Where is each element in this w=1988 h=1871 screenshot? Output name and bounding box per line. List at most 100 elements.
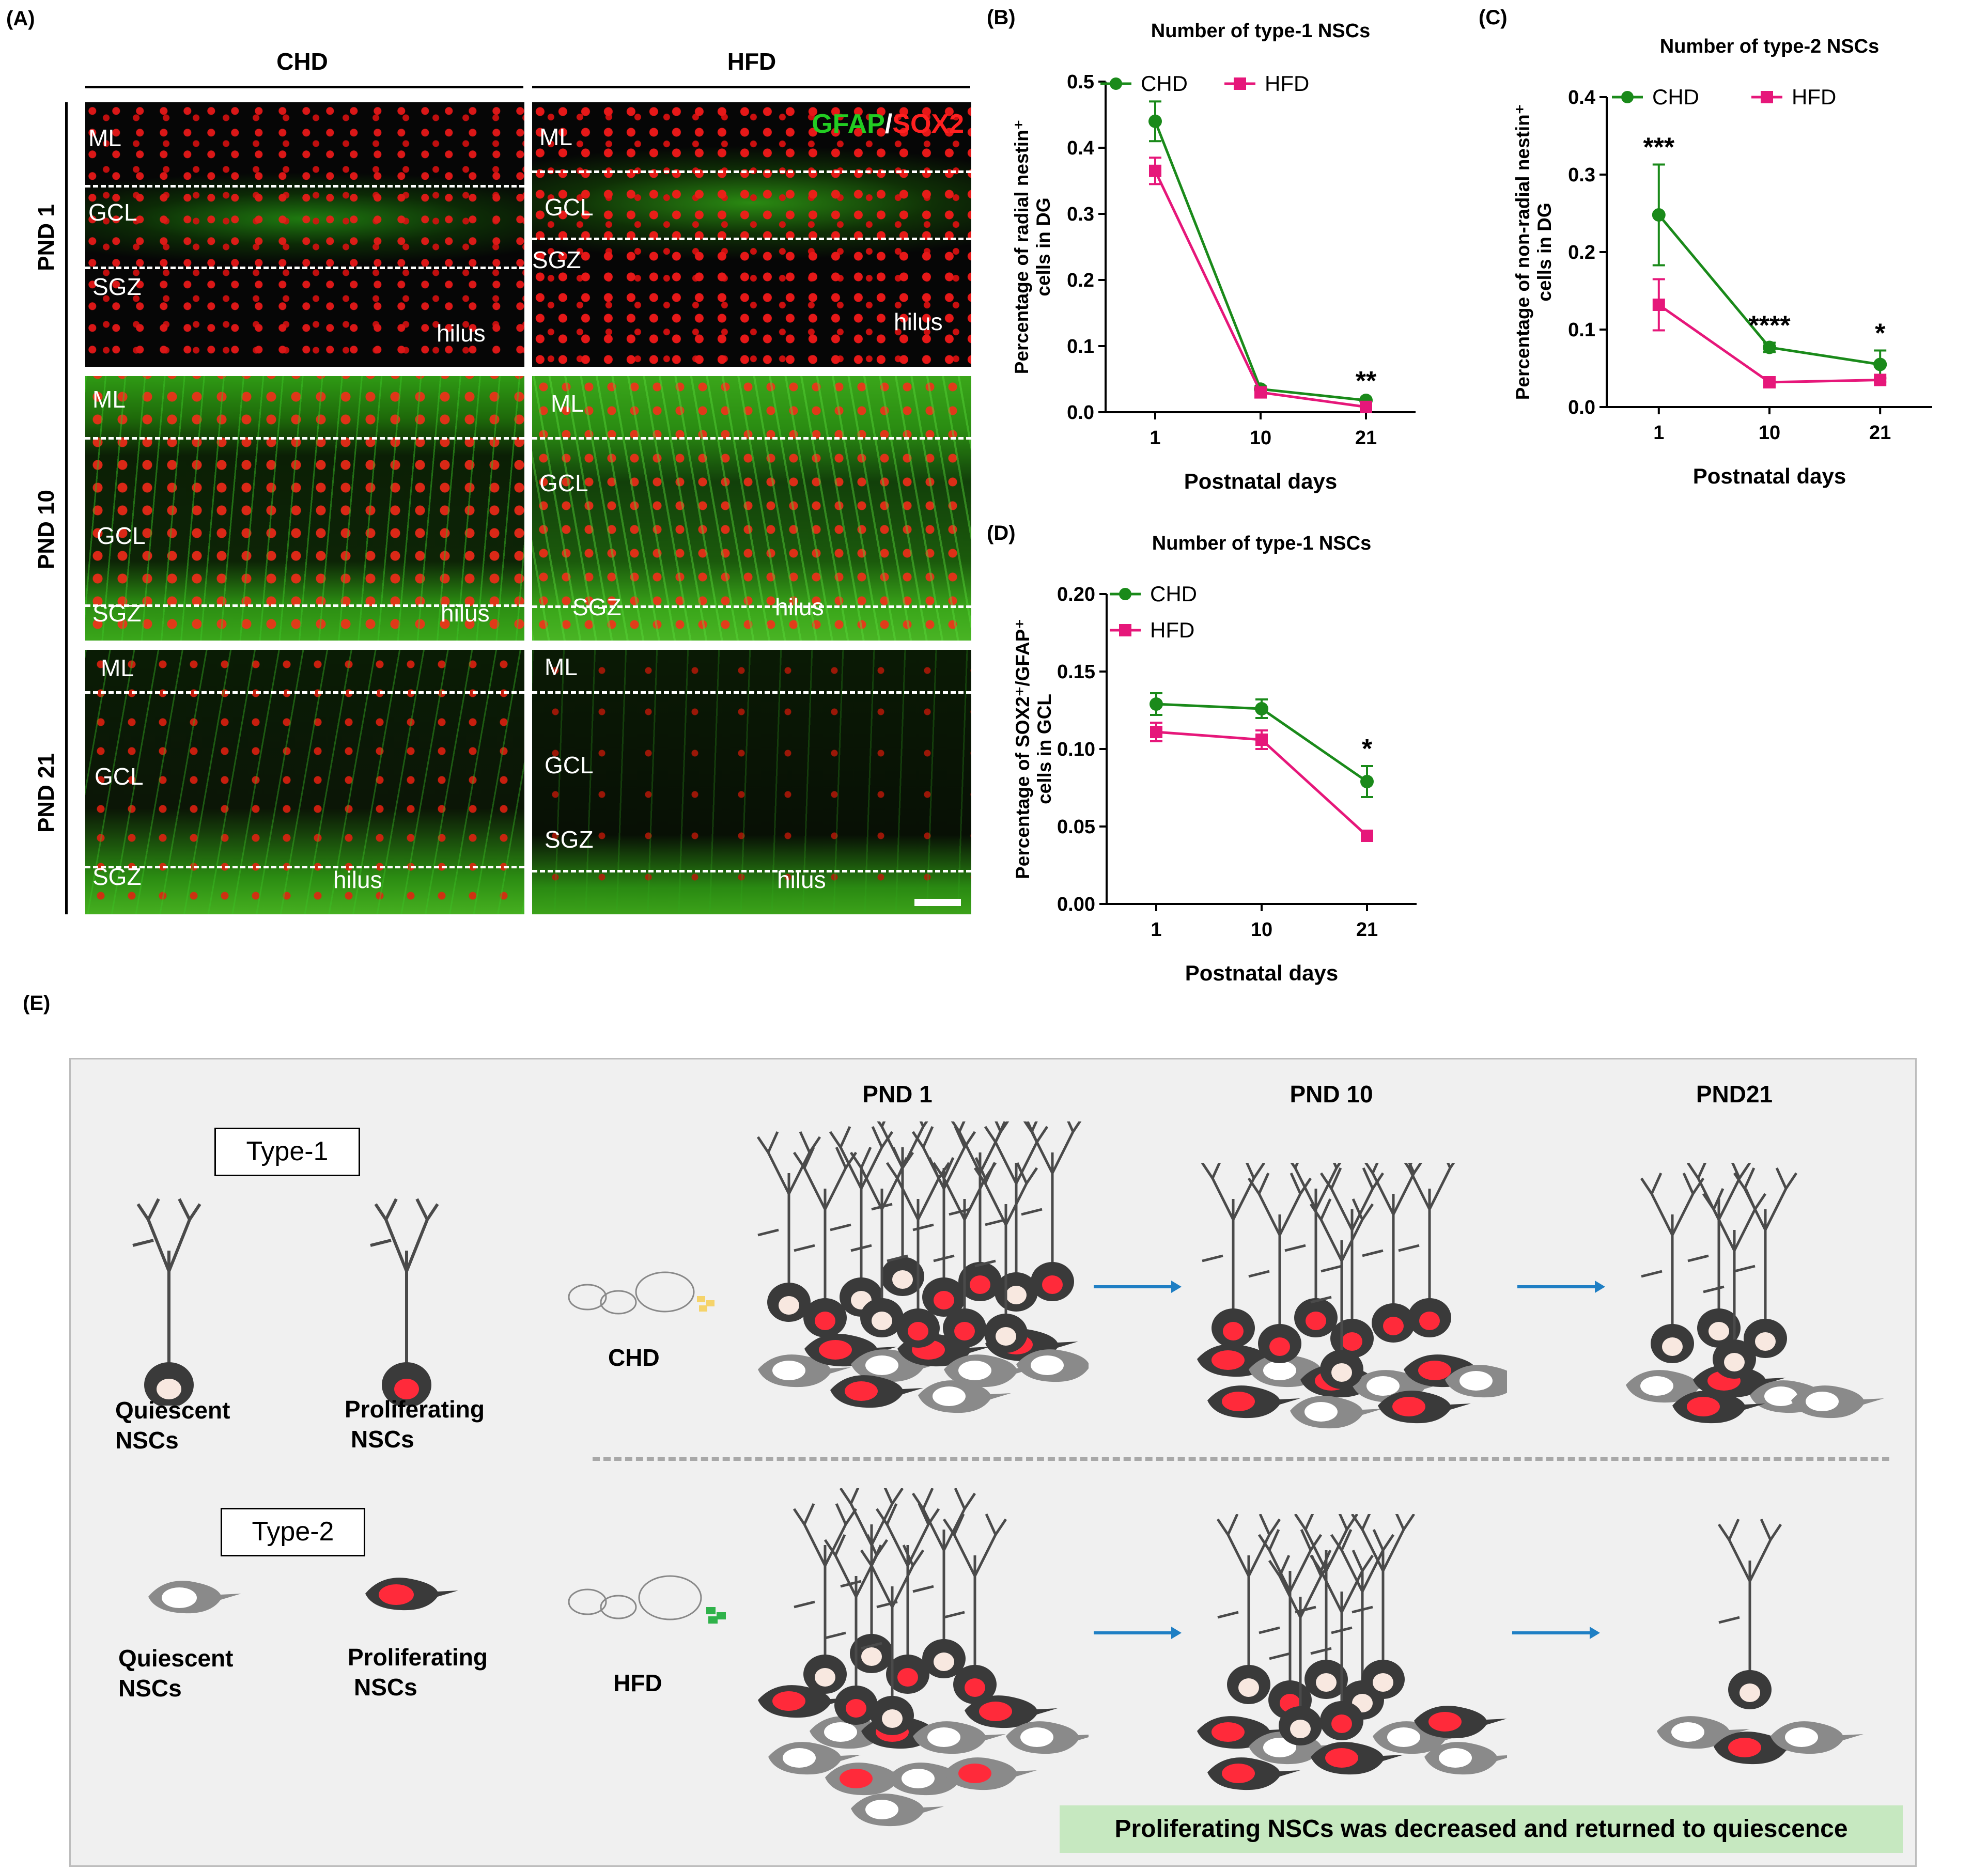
data-point-hfd bbox=[1150, 726, 1162, 738]
type1-cell bbox=[1294, 1514, 1359, 1699]
y-tick-label: 0.15 bbox=[1057, 661, 1095, 683]
type2-cell bbox=[913, 1721, 1006, 1754]
stage-heading-2: PND 10 bbox=[1290, 1081, 1373, 1108]
y-tick-label: 0.10 bbox=[1057, 739, 1095, 760]
data-point-hfd bbox=[1361, 830, 1373, 842]
stain-sox2: SOX2 bbox=[892, 109, 964, 139]
caption-line2: NSCs bbox=[115, 1427, 179, 1454]
y-tick-label: 0.0 bbox=[1067, 402, 1094, 424]
nucleus bbox=[1290, 1720, 1311, 1738]
legend-marker bbox=[1119, 588, 1131, 600]
type2-cell bbox=[1006, 1721, 1089, 1754]
dendrite bbox=[1201, 1163, 1266, 1318]
arrow-right-icon bbox=[1512, 1627, 1600, 1639]
y-tick-label: 0.2 bbox=[1067, 270, 1094, 291]
chart-title: Number of type-1 NSCs bbox=[1152, 533, 1371, 554]
dendrite bbox=[1257, 1529, 1323, 1690]
y-axis-label: cells in DG bbox=[1033, 197, 1054, 296]
nucleus bbox=[1222, 1392, 1255, 1411]
legend-label: CHD bbox=[1652, 85, 1699, 109]
significance-label: ** bbox=[1356, 366, 1377, 396]
type2-cell bbox=[1373, 1721, 1466, 1754]
nucleus bbox=[1263, 1361, 1296, 1380]
boundary-line bbox=[532, 870, 971, 872]
nucleus bbox=[965, 1678, 985, 1697]
y-axis-label: Percentage of SOX2⁺/GFAP⁺ bbox=[1012, 619, 1033, 879]
nucleus bbox=[927, 1727, 960, 1747]
boundary-line bbox=[532, 691, 971, 694]
nucleus bbox=[1392, 1397, 1425, 1416]
y-tick-label: 0.2 bbox=[1568, 242, 1595, 263]
nucleus bbox=[846, 1699, 866, 1718]
type1-cell bbox=[1350, 1514, 1416, 1699]
type2-cell bbox=[1445, 1365, 1507, 1398]
nucleus bbox=[1728, 1738, 1761, 1757]
nucleus bbox=[1755, 1332, 1776, 1351]
layer-label-gcl: GCL bbox=[545, 752, 594, 778]
chart-title: Number of type-2 NSCs bbox=[1660, 36, 1879, 57]
nucleus bbox=[1212, 1350, 1245, 1370]
nucleus bbox=[1640, 1376, 1673, 1396]
nucleus bbox=[979, 1702, 1012, 1721]
cell-texture bbox=[532, 102, 971, 367]
nucleus bbox=[1373, 1673, 1393, 1692]
x-tick-label: 10 bbox=[1251, 919, 1272, 941]
y-axis-label: cells in DG bbox=[1534, 202, 1555, 301]
nucleus bbox=[772, 1361, 805, 1380]
type1-cell bbox=[793, 1146, 858, 1337]
chart-d: Number of type-1 NSCs 0.00 0.05 0.10 0.15 0.2… bbox=[1012, 533, 1417, 985]
type2-cell bbox=[768, 1742, 861, 1775]
nucleus bbox=[1020, 1727, 1053, 1747]
nucleus bbox=[1006, 1286, 1027, 1304]
y-axis-label: cells in GCL bbox=[1034, 694, 1055, 804]
x-tick-label: 1 bbox=[1150, 427, 1160, 449]
nucleus bbox=[1238, 1678, 1259, 1697]
type2-cell bbox=[1197, 1716, 1290, 1749]
mice-icon-hfd bbox=[568, 1575, 726, 1624]
data-point-chd bbox=[1150, 697, 1163, 711]
boundary-line bbox=[85, 437, 524, 440]
data-point-chd bbox=[1148, 114, 1162, 128]
nucleus bbox=[958, 1764, 991, 1783]
dendrite bbox=[1216, 1514, 1281, 1674]
arrow-right-icon bbox=[1517, 1281, 1605, 1293]
stain-gfap: GFAP bbox=[812, 109, 885, 139]
nucleus bbox=[872, 1312, 892, 1330]
data-point-hfd bbox=[1360, 400, 1372, 413]
micrograph-chd-pnd10: ML GCL SGZ hilus bbox=[85, 376, 524, 641]
boundary-line bbox=[532, 170, 971, 173]
type2-cell bbox=[1770, 1721, 1863, 1754]
dendrite bbox=[793, 1503, 858, 1664]
legend-marker bbox=[1119, 624, 1131, 636]
dendrite bbox=[875, 1503, 940, 1664]
nucleus bbox=[1764, 1386, 1797, 1406]
panel-b-letter: (B) bbox=[987, 6, 1016, 29]
type2-cell bbox=[804, 1334, 897, 1367]
cell-cluster-hfd-pnd10 bbox=[1197, 1514, 1507, 1790]
type2-cell bbox=[758, 1685, 851, 1718]
type1-cell bbox=[1268, 1554, 1333, 1745]
type2-cell bbox=[965, 1695, 1058, 1728]
layer-label-ml: ML bbox=[101, 654, 134, 681]
boundary-line bbox=[532, 238, 971, 240]
nucleus bbox=[1306, 1312, 1326, 1330]
data-point-hfd bbox=[1874, 373, 1887, 386]
caption-line2: NSCs bbox=[118, 1675, 182, 1702]
type1-cell bbox=[932, 1157, 997, 1348]
nucleus bbox=[892, 1270, 913, 1289]
data-point-chd bbox=[1763, 340, 1776, 354]
type1-cell bbox=[875, 1503, 940, 1694]
nucleus bbox=[1387, 1727, 1420, 1747]
caption-line1: Quiescent bbox=[115, 1397, 230, 1424]
type1-cell bbox=[949, 1121, 1009, 1301]
legend-marker bbox=[1234, 77, 1246, 90]
layer-label-gcl: GCL bbox=[88, 199, 137, 226]
type2-cell bbox=[887, 1763, 980, 1796]
caption-type1-quiescent: Quiescent NSCs bbox=[115, 1395, 230, 1455]
type2-cell bbox=[1207, 1385, 1300, 1418]
layer-label-sgz: SGZ bbox=[92, 863, 142, 890]
nucleus bbox=[1316, 1673, 1337, 1692]
x-tick-label: 10 bbox=[1250, 427, 1271, 449]
cell-texture bbox=[532, 376, 971, 641]
nucleus bbox=[1709, 1322, 1729, 1340]
